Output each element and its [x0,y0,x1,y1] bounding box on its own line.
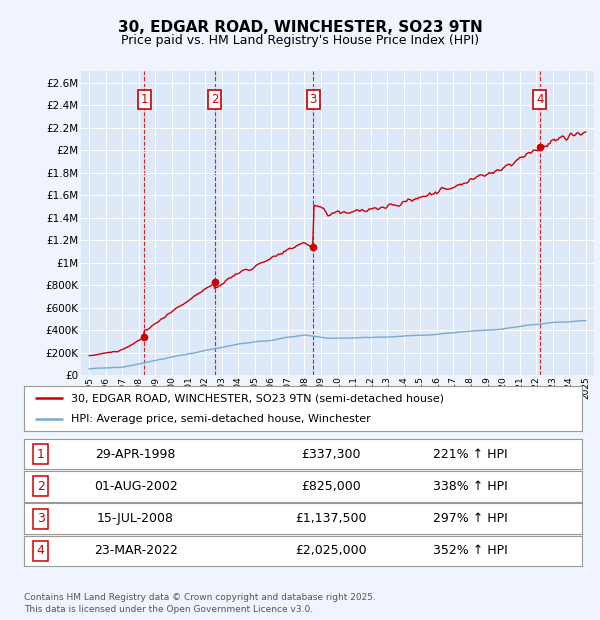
Text: 2: 2 [37,480,44,493]
Text: 23-MAR-2022: 23-MAR-2022 [94,544,178,557]
Text: 297% ↑ HPI: 297% ↑ HPI [433,512,508,525]
Text: 1: 1 [37,448,44,461]
Text: £825,000: £825,000 [301,480,361,493]
Text: 4: 4 [536,93,544,106]
Text: Contains HM Land Registry data © Crown copyright and database right 2025.
This d: Contains HM Land Registry data © Crown c… [24,593,376,614]
Text: 30, EDGAR ROAD, WINCHESTER, SO23 9TN (semi-detached house): 30, EDGAR ROAD, WINCHESTER, SO23 9TN (se… [71,393,445,404]
Text: 2: 2 [211,93,218,106]
Text: 29-APR-1998: 29-APR-1998 [95,448,176,461]
Text: £2,025,000: £2,025,000 [295,544,367,557]
Text: 221% ↑ HPI: 221% ↑ HPI [433,448,508,461]
Text: Price paid vs. HM Land Registry's House Price Index (HPI): Price paid vs. HM Land Registry's House … [121,34,479,47]
Text: 4: 4 [37,544,44,557]
Text: 30, EDGAR ROAD, WINCHESTER, SO23 9TN: 30, EDGAR ROAD, WINCHESTER, SO23 9TN [118,20,482,35]
Text: 338% ↑ HPI: 338% ↑ HPI [433,480,508,493]
Text: £1,137,500: £1,137,500 [295,512,367,525]
Text: 15-JUL-2008: 15-JUL-2008 [97,512,174,525]
Text: 352% ↑ HPI: 352% ↑ HPI [433,544,508,557]
Text: £337,300: £337,300 [301,448,361,461]
Text: 01-AUG-2002: 01-AUG-2002 [94,480,178,493]
Text: 1: 1 [140,93,148,106]
Text: 3: 3 [37,512,44,525]
Text: HPI: Average price, semi-detached house, Winchester: HPI: Average price, semi-detached house,… [71,414,371,424]
Text: 3: 3 [310,93,317,106]
